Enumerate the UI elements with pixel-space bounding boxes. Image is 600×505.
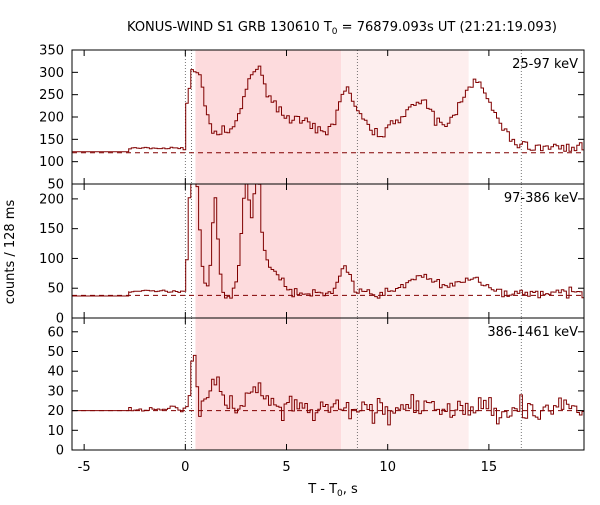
y-tick-label: 300 [39, 66, 64, 81]
x-tick-label: 5 [282, 460, 290, 475]
panel-2: 0 50 100 150 200 97-386 keV [39, 183, 585, 327]
panel-1: 50 100 150 200 250 300 350 25-97 keV [39, 44, 585, 193]
energy-band-label: 97-386 keV [504, 191, 578, 206]
y-axis-label: counts / 128 ms [3, 200, 18, 305]
light-curve-series [72, 183, 584, 299]
shaded-interval-2 [341, 318, 469, 450]
shaded-interval-1 [195, 318, 342, 450]
y-tick-label: 100 [39, 252, 64, 267]
light-curve-series [72, 65, 584, 153]
shaded-interval-1 [195, 184, 342, 318]
panel-frame [71, 317, 585, 451]
y-tick-label: 50 [47, 178, 64, 193]
x-tick-label: 15 [481, 460, 498, 475]
y-tick-label: 200 [39, 192, 64, 207]
y-tick-label: 250 [39, 88, 64, 103]
y-tick-label: 350 [39, 44, 64, 59]
y-tick-label: 0 [56, 312, 64, 327]
energy-band-label: 25-97 keV [512, 57, 578, 72]
y-tick-label: 100 [39, 155, 64, 170]
shaded-interval-1 [195, 50, 342, 184]
energy-band-label: 386-1461 keV [487, 325, 578, 340]
y-tick-label: 0 [56, 444, 64, 459]
y-tick-label: 40 [47, 365, 64, 380]
x-axis-label: T - T0, s [307, 482, 358, 499]
panel-3: 0 10 20 30 40 50 60 386-1461 keV [47, 317, 585, 459]
y-tick-label: 10 [47, 424, 64, 439]
x-tick-label: -5 [78, 460, 91, 475]
shaded-interval-2 [341, 184, 469, 318]
y-tick-label: 20 [47, 404, 64, 419]
y-tick-label: 30 [47, 384, 64, 399]
y-tick-label: 150 [39, 222, 64, 237]
chart-title: KONUS-WIND S1 GRB 130610 T0 = 76879.093s… [127, 20, 557, 37]
light-curve-series [72, 354, 584, 426]
x-tick-label: 10 [379, 460, 396, 475]
y-tick-label: 50 [47, 282, 64, 297]
y-tick-label: 60 [47, 325, 64, 340]
y-tick-label: 200 [39, 111, 64, 126]
x-tick-label: 0 [181, 460, 189, 475]
y-tick-label: 150 [39, 133, 64, 148]
y-tick-label: 50 [47, 345, 64, 360]
